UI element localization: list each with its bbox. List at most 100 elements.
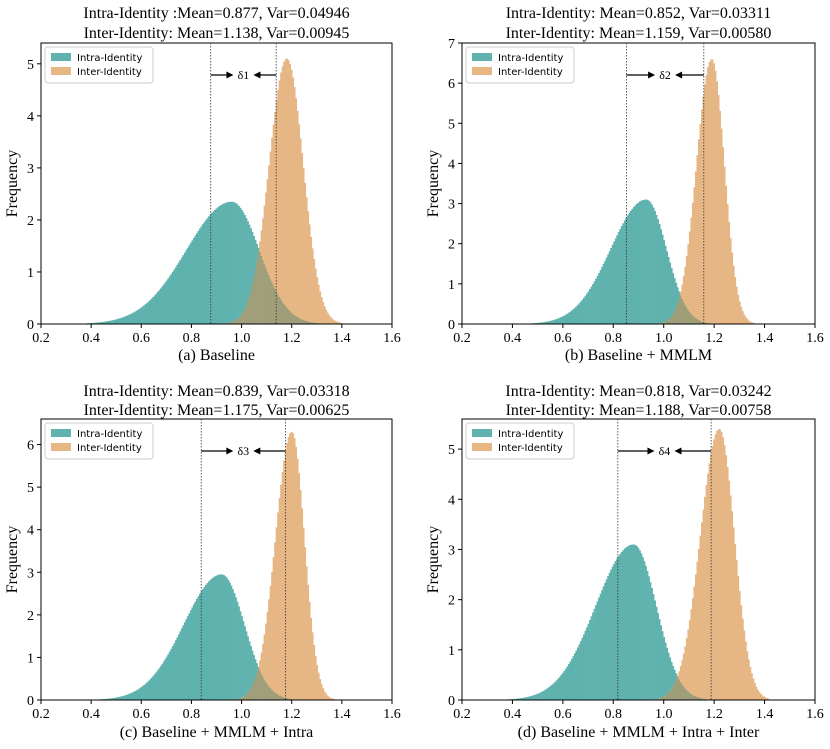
intra-bar xyxy=(104,321,106,324)
overlap-bar xyxy=(272,285,275,324)
intra-bar xyxy=(542,322,544,324)
intra-bar xyxy=(625,217,628,324)
intra-bar xyxy=(153,674,156,700)
intra-bar xyxy=(226,202,228,324)
overlap-bar xyxy=(244,308,246,324)
intra-bar xyxy=(116,697,119,700)
intra-bar xyxy=(629,210,632,324)
inter-bar xyxy=(694,171,697,318)
overlap-bar xyxy=(277,294,279,324)
inter-bar xyxy=(693,586,696,696)
intra-bar xyxy=(592,284,594,324)
x-tick-label: 0.4 xyxy=(82,331,100,346)
histogram-bars xyxy=(514,59,761,324)
y-tick-label: 3 xyxy=(448,543,455,558)
intra-bar xyxy=(540,322,543,324)
inter-bar xyxy=(302,167,305,320)
intra-bar xyxy=(132,312,135,324)
inter-bar xyxy=(714,70,717,324)
overlap-bar xyxy=(251,685,254,700)
inter-bar xyxy=(698,548,700,698)
overlap-bar xyxy=(704,698,706,700)
intra-bar xyxy=(170,648,173,700)
overlap-bar xyxy=(667,319,670,324)
intra-bar xyxy=(599,593,602,700)
intra-bar xyxy=(176,637,179,700)
intra-bar xyxy=(256,663,258,673)
intra-bar xyxy=(180,628,183,700)
legend-swatch xyxy=(472,443,492,451)
overlap-bar xyxy=(704,322,706,324)
intra-bar xyxy=(171,271,174,324)
intra-bar xyxy=(658,619,661,699)
inter-bar xyxy=(305,566,308,700)
intra-bar xyxy=(250,646,252,689)
overlap-bar xyxy=(699,697,702,700)
overlap-bar xyxy=(277,694,279,700)
intra-bar xyxy=(604,582,607,700)
inter-bar xyxy=(752,678,755,700)
intra-bar xyxy=(622,223,625,324)
intra-bar xyxy=(558,317,561,324)
intra-bar xyxy=(657,612,659,699)
legend-label: Inter-Identity xyxy=(498,443,563,454)
overlap-bar xyxy=(238,317,240,324)
inter-bar xyxy=(710,59,712,324)
intra-bar xyxy=(223,203,225,324)
inter-bar xyxy=(289,433,292,699)
legend-swatch xyxy=(472,67,492,75)
overlap-bar xyxy=(663,322,666,324)
overlap-bar xyxy=(278,296,281,324)
inter-bar xyxy=(337,322,340,324)
intra-bar xyxy=(629,544,632,700)
intra-bar xyxy=(651,588,653,700)
intra-bar xyxy=(188,245,191,324)
intra-bar xyxy=(593,281,596,324)
inter-bar xyxy=(335,321,338,324)
inter-bar xyxy=(308,602,311,700)
y-tick-label: 0 xyxy=(27,318,34,333)
overlap-bar xyxy=(669,690,672,700)
intra-bar xyxy=(197,230,200,324)
intra-bar xyxy=(583,634,585,700)
overlap-bar xyxy=(250,688,252,700)
intra-bar xyxy=(131,313,134,324)
overlap-bar xyxy=(281,696,284,700)
intra-bar xyxy=(215,208,218,324)
histogram-bars xyxy=(86,58,343,324)
overlap-bar xyxy=(263,263,266,324)
intra-bar xyxy=(96,322,99,324)
intra-bar xyxy=(239,611,242,699)
intra-bar xyxy=(95,322,97,324)
inter-bar xyxy=(696,561,699,698)
intra-bar xyxy=(177,634,180,700)
inter-bar xyxy=(329,316,332,324)
intra-bar xyxy=(660,625,662,698)
x-tick-label: 1.4 xyxy=(333,707,351,722)
overlap-bar xyxy=(305,320,308,324)
overlap-bar xyxy=(673,310,676,324)
x-tick-label: 0.2 xyxy=(453,331,471,346)
intra-bar xyxy=(251,650,254,686)
inter-bar xyxy=(289,63,292,312)
y-tick-label: 1 xyxy=(448,278,455,293)
intra-bar xyxy=(117,318,120,324)
intra-bar xyxy=(652,594,655,700)
chart-panel: 0.2 0.4 0.6 0.8 1.0 1.2 1.4 1.6 0 1 2 3 4 5 6 Frequency… xyxy=(4,383,401,741)
overlap-bar xyxy=(253,277,255,324)
x-tick-label: 0.8 xyxy=(183,707,201,722)
overlap-bar xyxy=(260,255,263,324)
overlap-bar xyxy=(286,698,289,700)
intra-bar xyxy=(572,656,575,700)
intra-bar xyxy=(207,216,210,324)
intra-bar xyxy=(236,204,239,319)
x-tick-label: 1.4 xyxy=(756,331,774,346)
inter-bar xyxy=(283,61,285,304)
intra-bar xyxy=(551,684,554,700)
y-tick-label: 1 xyxy=(27,651,34,666)
overlap-bar xyxy=(259,251,261,324)
intra-bar xyxy=(542,691,544,700)
overlap-bar xyxy=(681,298,684,324)
plot-frame xyxy=(461,418,816,701)
intra-bar xyxy=(229,201,231,323)
